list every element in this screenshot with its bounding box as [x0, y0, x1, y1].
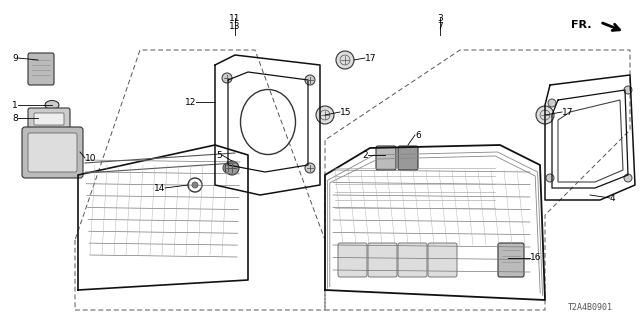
- Text: 10: 10: [85, 154, 97, 163]
- Circle shape: [548, 99, 556, 107]
- FancyBboxPatch shape: [28, 108, 70, 130]
- FancyBboxPatch shape: [368, 243, 397, 277]
- Circle shape: [305, 163, 315, 173]
- Text: FR.: FR.: [572, 20, 592, 30]
- Text: 7: 7: [437, 21, 443, 30]
- FancyBboxPatch shape: [34, 113, 64, 125]
- Text: 8: 8: [12, 114, 18, 123]
- Circle shape: [546, 174, 554, 182]
- Text: 5: 5: [216, 150, 222, 159]
- Text: 6: 6: [415, 131, 420, 140]
- FancyBboxPatch shape: [376, 146, 396, 170]
- Circle shape: [624, 86, 632, 94]
- FancyBboxPatch shape: [498, 243, 524, 277]
- Circle shape: [336, 51, 354, 69]
- FancyBboxPatch shape: [28, 53, 54, 85]
- Text: 17: 17: [562, 108, 573, 116]
- Text: 12: 12: [184, 98, 196, 107]
- Ellipse shape: [45, 100, 59, 109]
- Circle shape: [316, 106, 334, 124]
- Text: 2: 2: [362, 150, 368, 159]
- FancyBboxPatch shape: [338, 243, 367, 277]
- Circle shape: [536, 106, 554, 124]
- Circle shape: [223, 163, 233, 173]
- FancyBboxPatch shape: [428, 243, 457, 277]
- Text: 9: 9: [12, 53, 18, 62]
- FancyBboxPatch shape: [398, 146, 418, 170]
- Text: 15: 15: [340, 108, 351, 116]
- Circle shape: [192, 182, 198, 188]
- Text: 3: 3: [437, 13, 443, 22]
- Text: 14: 14: [154, 183, 165, 193]
- Text: 1: 1: [12, 100, 18, 109]
- Text: 17: 17: [365, 53, 376, 62]
- FancyBboxPatch shape: [22, 127, 83, 178]
- Text: 16: 16: [530, 253, 541, 262]
- Text: T2A4B0901: T2A4B0901: [568, 303, 612, 313]
- Text: 4: 4: [610, 194, 616, 203]
- FancyBboxPatch shape: [398, 243, 427, 277]
- Circle shape: [222, 73, 232, 83]
- FancyBboxPatch shape: [28, 133, 77, 172]
- Circle shape: [624, 174, 632, 182]
- Text: 13: 13: [229, 21, 241, 30]
- Circle shape: [305, 75, 315, 85]
- Circle shape: [225, 161, 239, 175]
- Text: 11: 11: [229, 13, 241, 22]
